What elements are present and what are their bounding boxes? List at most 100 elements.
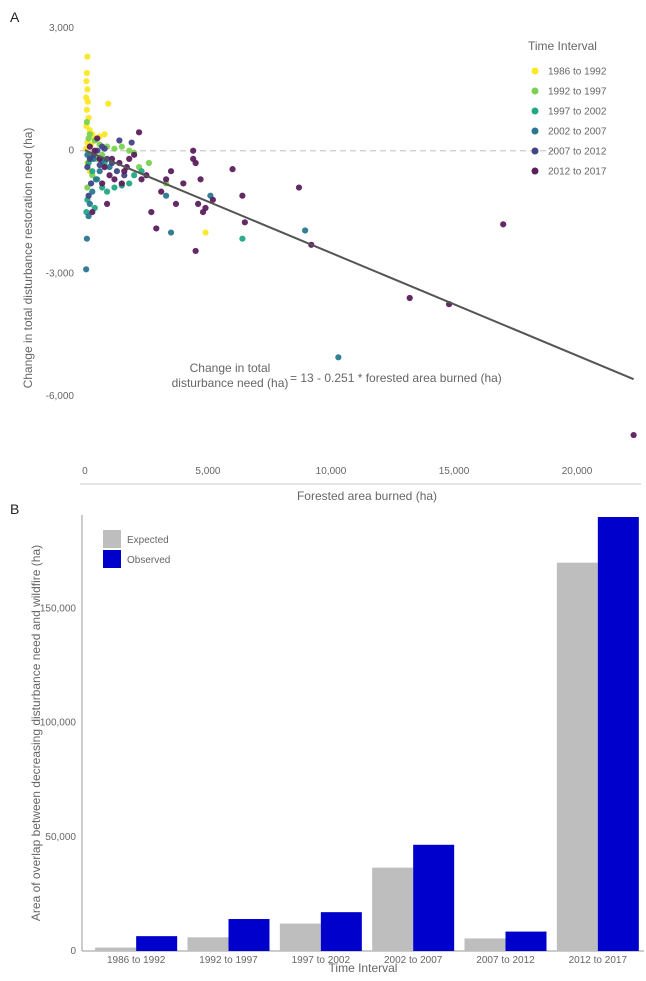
legend-swatch: [103, 530, 121, 548]
data-point: [83, 118, 90, 126]
data-point: [111, 176, 118, 183]
data-point: [163, 176, 170, 183]
data-point: [131, 172, 138, 179]
data-point: [241, 219, 248, 226]
legend-entry: 1997 to 2002: [548, 107, 607, 118]
data-point: [195, 200, 202, 208]
y-tick-label: -3,000: [46, 268, 75, 279]
legend-entry: Expected: [127, 535, 169, 546]
y-tick-label: 0: [70, 946, 76, 957]
legend-swatch: [531, 107, 539, 115]
bar: [187, 937, 229, 951]
legend-entry: 2002 to 2007: [548, 127, 607, 138]
data-point: [94, 135, 101, 142]
data-point: [630, 431, 637, 439]
data-point: [138, 176, 145, 183]
data-point: [85, 135, 92, 142]
legend-entry: 1986 to 1992: [548, 67, 607, 78]
legend-entry: Observed: [127, 555, 170, 566]
annotation-lhs-line1: Change in total: [190, 361, 271, 375]
y-tick-label: -6,000: [46, 391, 75, 402]
x-tick-label: 2002 to 2007: [384, 955, 443, 966]
y-axis-title: Change in total disturbance restoration …: [21, 128, 35, 389]
data-point: [86, 143, 93, 150]
legend-entry: 2007 to 2012: [548, 147, 607, 158]
bars: [95, 517, 639, 951]
data-point: [91, 147, 98, 154]
legend-swatch: [103, 550, 121, 568]
data-point: [167, 229, 175, 236]
data-point: [84, 98, 91, 105]
data-point: [83, 266, 90, 273]
data-point: [500, 221, 507, 228]
data-point: [167, 168, 175, 175]
regression-line: [84, 149, 635, 381]
data-point: [126, 155, 133, 163]
x-tick-label: 2007 to 2012: [476, 955, 535, 966]
y-tick-label: 50,000: [45, 832, 76, 843]
data-point: [105, 100, 112, 107]
legend: Time Interval 1986 to 1992 1992 to 1997 19…: [528, 39, 607, 178]
data-point: [85, 213, 92, 220]
legend-entry: 2012 to 2017: [548, 167, 607, 178]
x-tick-labels: 1986 to 1992 1992 to 1997 1997 to 2002 2002…: [107, 955, 627, 966]
data-point: [96, 161, 103, 169]
data-point: [406, 294, 413, 302]
data-point: [153, 225, 160, 232]
data-point: [116, 137, 123, 144]
data-point: [111, 145, 118, 152]
data-point: [239, 192, 246, 199]
data-point: [209, 196, 216, 203]
data-point: [86, 155, 93, 163]
x-axis-title: Time Interval: [329, 961, 398, 975]
data-point: [87, 180, 95, 187]
panel-a-label: A: [10, 9, 20, 25]
data-point: [158, 188, 165, 195]
data-point: [101, 131, 108, 138]
regression-annotation: Change in total disturbance need (ha) = …: [172, 361, 502, 390]
data-point: [148, 208, 155, 216]
panel-a-scatter: A 0 5,000 10,000 15,000 20,000 3,000 0 -3,000 -…: [10, 9, 641, 503]
data-point: [126, 180, 133, 187]
data-point: [99, 180, 106, 187]
data-point: [113, 168, 121, 175]
bar: [320, 912, 362, 951]
data-point: [84, 184, 91, 191]
y-tick-label: 0: [68, 146, 74, 157]
data-point: [83, 69, 90, 77]
data-point: [84, 163, 91, 171]
y-tick-label: 150,000: [40, 603, 77, 614]
data-point: [302, 227, 309, 234]
data-point: [83, 106, 90, 113]
data-point: [89, 188, 96, 195]
y-tick-label: 100,000: [40, 718, 77, 729]
data-point: [118, 143, 125, 150]
bar: [413, 844, 455, 951]
data-point: [86, 200, 93, 208]
data-point: [118, 180, 125, 187]
legend-swatch: [531, 127, 539, 135]
data-point: [103, 200, 111, 208]
bar: [136, 936, 178, 951]
legend-swatch: [531, 67, 539, 75]
legend-title: Time Interval: [528, 39, 597, 53]
data-point: [197, 176, 204, 183]
data-point: [131, 151, 138, 158]
data-point: [89, 168, 96, 175]
annotation-lhs-line2: disturbance need (ha): [172, 376, 289, 390]
data-point: [101, 145, 108, 152]
data-point: [135, 129, 143, 136]
x-axis-title: Forested area burned (ha): [297, 489, 437, 503]
panel-b-label: B: [10, 501, 19, 517]
y-tick-label: 3,000: [49, 23, 74, 34]
data-point: [89, 208, 96, 216]
series-points: [83, 118, 170, 191]
data-point: [84, 53, 91, 60]
legend: Expected Observed: [103, 530, 170, 568]
data-point: [163, 192, 170, 199]
bar: [556, 562, 598, 951]
data-point: [84, 86, 91, 93]
bar: [372, 867, 414, 951]
bar: [228, 919, 270, 951]
